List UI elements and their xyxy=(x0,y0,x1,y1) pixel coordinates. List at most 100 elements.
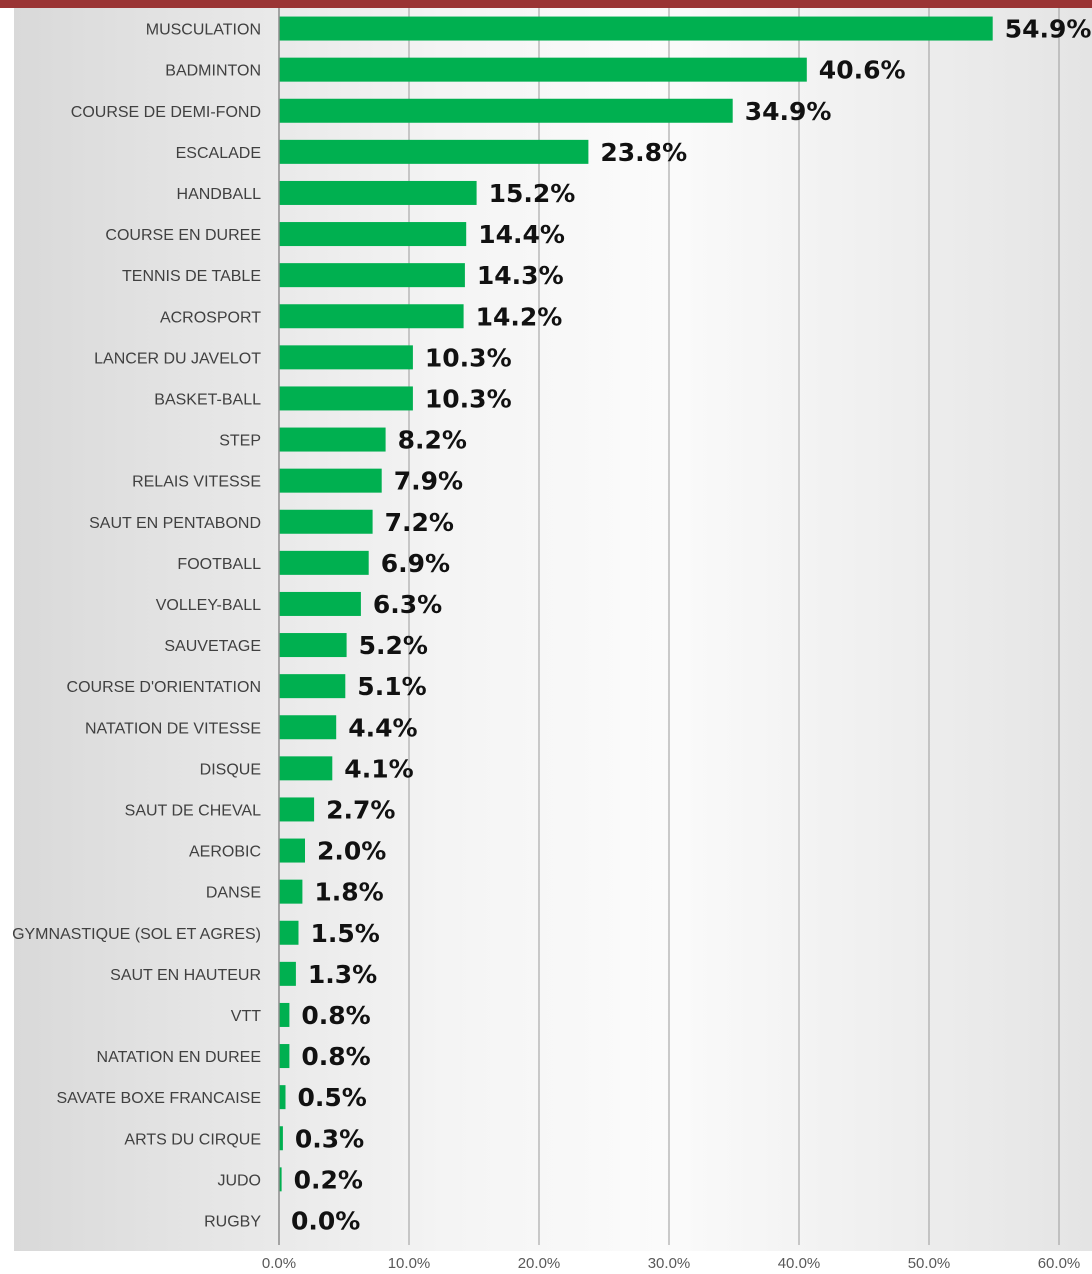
bar xyxy=(279,879,303,904)
bar xyxy=(279,1126,283,1151)
value-label: 0.8% xyxy=(301,1001,370,1030)
category-label: STEP xyxy=(219,433,261,450)
category-label: GYMNASTIQUE (SOL ET AGRES) xyxy=(12,926,261,943)
category-label: SAVATE BOXE FRANCAISE xyxy=(57,1090,262,1107)
value-label: 5.2% xyxy=(359,631,428,660)
value-label: 10.3% xyxy=(425,343,512,372)
bar xyxy=(279,674,346,699)
bar xyxy=(279,1002,290,1027)
category-label: SAUT EN HAUTEUR xyxy=(110,967,261,984)
category-label: DISQUE xyxy=(200,761,261,778)
plot-area xyxy=(14,8,1092,1251)
x-tick-label: 20.0% xyxy=(518,1255,561,1272)
bar xyxy=(279,838,305,863)
x-tick-label: 30.0% xyxy=(648,1255,691,1272)
bar xyxy=(279,263,465,288)
category-label: NATATION EN DUREE xyxy=(97,1049,261,1066)
value-label: 0.0% xyxy=(291,1206,360,1235)
value-label: 14.3% xyxy=(477,261,564,290)
category-label: SAUT EN PENTABOND xyxy=(89,515,261,532)
bar xyxy=(279,98,733,123)
category-label: AEROBIC xyxy=(189,844,261,861)
value-label: 34.9% xyxy=(745,97,832,126)
bar xyxy=(279,57,807,82)
value-label: 15.2% xyxy=(489,179,576,208)
bar xyxy=(279,468,382,493)
category-label: FOOTBALL xyxy=(177,556,261,573)
value-label: 23.8% xyxy=(600,138,687,167)
x-tick-label: 60.0% xyxy=(1038,1255,1081,1272)
bar xyxy=(279,222,467,247)
value-label: 2.0% xyxy=(317,837,386,866)
category-label: COURSE DE DEMI-FOND xyxy=(71,104,261,121)
category-label: DANSE xyxy=(206,885,261,902)
bar xyxy=(279,756,333,781)
category-label: COURSE EN DUREE xyxy=(105,227,261,244)
value-label: 14.2% xyxy=(476,302,563,331)
value-label: 10.3% xyxy=(425,384,512,413)
bar xyxy=(279,550,369,575)
category-label: SAUT DE CHEVAL xyxy=(125,802,261,819)
x-tick-label: 50.0% xyxy=(908,1255,951,1272)
category-label: ESCALADE xyxy=(176,145,261,162)
bar xyxy=(279,139,589,164)
bar xyxy=(279,797,315,822)
category-label: MUSCULATION xyxy=(146,22,261,39)
bar xyxy=(279,386,413,411)
value-label: 1.3% xyxy=(308,960,377,989)
bar xyxy=(279,1044,290,1069)
bar xyxy=(279,633,347,658)
bar xyxy=(279,591,361,616)
category-label: COURSE D'ORIENTATION xyxy=(67,679,261,696)
category-label: ARTS DU CIRQUE xyxy=(124,1131,261,1148)
category-label: LANCER DU JAVELOT xyxy=(94,350,261,367)
x-axis-ticks: 0.0% 10.0% 20.0% 30.0% 40.0% 50.0% 60.0% xyxy=(262,1255,1080,1272)
value-label: 0.3% xyxy=(295,1124,364,1153)
bar xyxy=(279,1085,286,1110)
value-label: 6.3% xyxy=(373,590,442,619)
value-label: 54.9% xyxy=(1005,15,1092,44)
category-label: ACROSPORT xyxy=(160,309,261,326)
category-label: SAUVETAGE xyxy=(164,638,261,655)
gridlines xyxy=(408,8,1060,1245)
bar xyxy=(279,961,296,986)
value-label: 4.4% xyxy=(348,713,417,742)
category-label: RUGBY xyxy=(204,1213,261,1230)
value-label: 0.5% xyxy=(298,1083,367,1112)
x-tick-label: 0.0% xyxy=(262,1255,296,1272)
bar xyxy=(279,427,386,452)
category-label: JUDO xyxy=(217,1172,261,1189)
category-label: RELAIS VITESSE xyxy=(132,474,261,491)
category-label: NATATION DE VITESSE xyxy=(85,720,261,737)
category-label: HANDBALL xyxy=(177,186,262,203)
category-label: VOLLEY-BALL xyxy=(156,597,261,614)
bar xyxy=(279,16,993,41)
category-label: VTT xyxy=(231,1008,261,1025)
value-label: 2.7% xyxy=(326,795,395,824)
value-labels: 54.9% 40.6% 34.9% 23.8% 15.2% 14.4% 14.3% 14.2%… xyxy=(291,15,1091,1236)
category-label: BASKET-BALL xyxy=(154,391,261,408)
bars xyxy=(279,16,993,1192)
bar xyxy=(279,920,299,945)
value-label: 1.5% xyxy=(311,919,380,948)
value-label: 7.2% xyxy=(385,508,454,537)
bar xyxy=(279,180,477,205)
value-label: 5.1% xyxy=(357,672,426,701)
value-label: 8.2% xyxy=(398,426,467,455)
value-label: 1.8% xyxy=(314,878,383,907)
category-label: TENNIS DE TABLE xyxy=(122,268,261,285)
value-label: 6.9% xyxy=(381,549,450,578)
value-label: 0.8% xyxy=(301,1042,370,1071)
bar xyxy=(279,1167,282,1192)
x-tick-label: 40.0% xyxy=(778,1255,821,1272)
category-labels: MUSCULATION BADMINTON COURSE DE DEMI-FOND E… xyxy=(12,22,261,1231)
value-label: 0.2% xyxy=(294,1165,363,1194)
bar xyxy=(279,715,337,740)
bar xyxy=(279,345,413,370)
title-bar xyxy=(0,0,1092,8)
x-tick-label: 10.0% xyxy=(388,1255,431,1272)
value-label: 7.9% xyxy=(394,467,463,496)
bar xyxy=(279,509,373,534)
